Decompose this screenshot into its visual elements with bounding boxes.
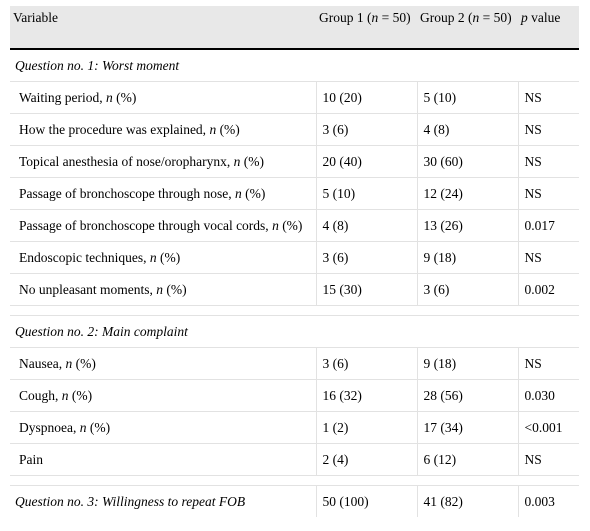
header-variable: Variable <box>10 6 316 50</box>
section-row-q3: Question no. 3: Willingness to repeat FO… <box>10 485 579 517</box>
row-label: Passage of bronchoscope through nose, n … <box>10 177 316 210</box>
section-heading-q1: Question no. 1: Worst moment <box>10 49 579 82</box>
table-row: Endoscopic techniques, n (%) 3 (6) 9 (18… <box>10 241 579 274</box>
p-value: NS <box>517 177 579 210</box>
group2-value: 28 (56) <box>416 379 518 412</box>
group1-value: 1 (2) <box>315 411 417 444</box>
group1-value: 3 (6) <box>315 113 417 146</box>
group1-value: 10 (20) <box>315 81 417 114</box>
group2-value: 6 (12) <box>416 443 518 476</box>
row-label: Endoscopic techniques, n (%) <box>10 241 316 274</box>
spacer-cell <box>10 475 579 486</box>
group1-value: 20 (40) <box>315 145 417 178</box>
table-row: Passage of bronchoscope through nose, n … <box>10 177 579 210</box>
group1-value: 16 (32) <box>315 379 417 412</box>
group2-value: 41 (82) <box>416 485 518 517</box>
header-group1: Group 1 (n = 50) <box>316 6 417 50</box>
group2-value: 4 (8) <box>416 113 518 146</box>
p-value: 0.030 <box>517 379 579 412</box>
section-title: Question no. 2: Main complaint <box>10 315 579 348</box>
row-label: Cough, n (%) <box>10 379 316 412</box>
group2-value: 5 (10) <box>416 81 518 114</box>
group1-value: 4 (8) <box>315 209 417 242</box>
row-label: No unpleasant moments, n (%) <box>10 273 316 306</box>
row-label: Waiting period, n (%) <box>10 81 316 114</box>
group2-value: 17 (34) <box>416 411 518 444</box>
section-title: Question no. 1: Worst moment <box>10 49 579 82</box>
p-value: 0.017 <box>517 209 579 242</box>
header-p-value: p value <box>518 6 579 50</box>
section-spacer <box>10 475 579 486</box>
row-label: Passage of bronchoscope through vocal co… <box>10 209 316 242</box>
p-value: NS <box>517 145 579 178</box>
row-label: Pain <box>10 443 316 476</box>
table-row: Topical anesthesia of nose/oropharynx, n… <box>10 145 579 178</box>
table-row: Passage of bronchoscope through vocal co… <box>10 209 579 242</box>
group2-value: 30 (60) <box>416 145 518 178</box>
table-row: Dyspnoea, n (%) 1 (2) 17 (34) <0.001 <box>10 411 579 444</box>
p-value: NS <box>517 81 579 114</box>
group1-value: 50 (100) <box>315 485 417 517</box>
p-value: 0.002 <box>517 273 579 306</box>
table-row: No unpleasant moments, n (%) 15 (30) 3 (… <box>10 273 579 306</box>
p-value: NS <box>517 347 579 380</box>
table-row: How the procedure was explained, n (%) 3… <box>10 113 579 146</box>
table-row: Pain 2 (4) 6 (12) NS <box>10 443 579 476</box>
group1-value: 3 (6) <box>315 347 417 380</box>
row-label: Topical anesthesia of nose/oropharynx, n… <box>10 145 316 178</box>
table-row: Nausea, n (%) 3 (6) 9 (18) NS <box>10 347 579 380</box>
group1-value: 15 (30) <box>315 273 417 306</box>
section-title: Question no. 3: Willingness to repeat FO… <box>15 494 246 509</box>
group2-value: 9 (18) <box>416 241 518 274</box>
p-value: NS <box>517 443 579 476</box>
results-table-container: Variable Group 1 (n = 50) Group 2 (n = 5… <box>10 6 579 517</box>
row-label: How the procedure was explained, n (%) <box>10 113 316 146</box>
section-spacer <box>10 305 579 316</box>
group2-value: 3 (6) <box>416 273 518 306</box>
group2-value: 12 (24) <box>416 177 518 210</box>
section-heading-q2: Question no. 2: Main complaint <box>10 315 579 348</box>
p-value: 0.003 <box>517 485 579 517</box>
p-value: NS <box>517 113 579 146</box>
group2-value: 9 (18) <box>416 347 518 380</box>
group2-value: 13 (26) <box>416 209 518 242</box>
p-value: NS <box>517 241 579 274</box>
group1-value: 5 (10) <box>315 177 417 210</box>
p-value: <0.001 <box>517 411 579 444</box>
results-table: Variable Group 1 (n = 50) Group 2 (n = 5… <box>10 6 579 517</box>
table-row: Waiting period, n (%) 10 (20) 5 (10) NS <box>10 81 579 114</box>
table-row: Cough, n (%) 16 (32) 28 (56) 0.030 <box>10 379 579 412</box>
group1-value: 3 (6) <box>315 241 417 274</box>
spacer-cell <box>10 305 579 316</box>
header-row: Variable Group 1 (n = 50) Group 2 (n = 5… <box>10 6 579 50</box>
group1-value: 2 (4) <box>315 443 417 476</box>
row-label: Dyspnoea, n (%) <box>10 411 316 444</box>
row-label: Nausea, n (%) <box>10 347 316 380</box>
header-group2: Group 2 (n = 50) <box>417 6 518 50</box>
